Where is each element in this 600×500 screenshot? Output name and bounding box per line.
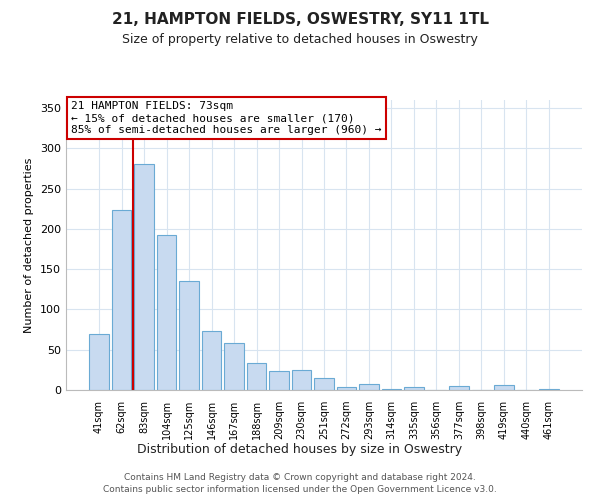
Bar bbox=[404, 387, 424, 390]
Bar bbox=[202, 331, 221, 390]
Text: Contains HM Land Registry data © Crown copyright and database right 2024.: Contains HM Land Registry data © Crown c… bbox=[124, 472, 476, 482]
Text: Contains public sector information licensed under the Open Government Licence v3: Contains public sector information licen… bbox=[103, 485, 497, 494]
Bar bbox=[449, 386, 469, 390]
Bar bbox=[112, 210, 131, 390]
Text: Distribution of detached houses by size in Oswestry: Distribution of detached houses by size … bbox=[137, 442, 463, 456]
Bar bbox=[89, 334, 109, 390]
Bar bbox=[337, 387, 356, 390]
Bar bbox=[494, 385, 514, 390]
Bar bbox=[224, 344, 244, 390]
Text: 21 HAMPTON FIELDS: 73sqm
← 15% of detached houses are smaller (170)
85% of semi-: 21 HAMPTON FIELDS: 73sqm ← 15% of detach… bbox=[71, 102, 382, 134]
Text: 21, HAMPTON FIELDS, OSWESTRY, SY11 1TL: 21, HAMPTON FIELDS, OSWESTRY, SY11 1TL bbox=[112, 12, 488, 28]
Text: Size of property relative to detached houses in Oswestry: Size of property relative to detached ho… bbox=[122, 32, 478, 46]
Bar bbox=[179, 281, 199, 390]
Bar bbox=[314, 378, 334, 390]
Y-axis label: Number of detached properties: Number of detached properties bbox=[25, 158, 34, 332]
Bar bbox=[157, 234, 176, 390]
Bar bbox=[292, 370, 311, 390]
Bar bbox=[382, 389, 401, 390]
Bar bbox=[134, 164, 154, 390]
Bar bbox=[539, 389, 559, 390]
Bar bbox=[247, 362, 266, 390]
Bar bbox=[359, 384, 379, 390]
Bar bbox=[269, 372, 289, 390]
